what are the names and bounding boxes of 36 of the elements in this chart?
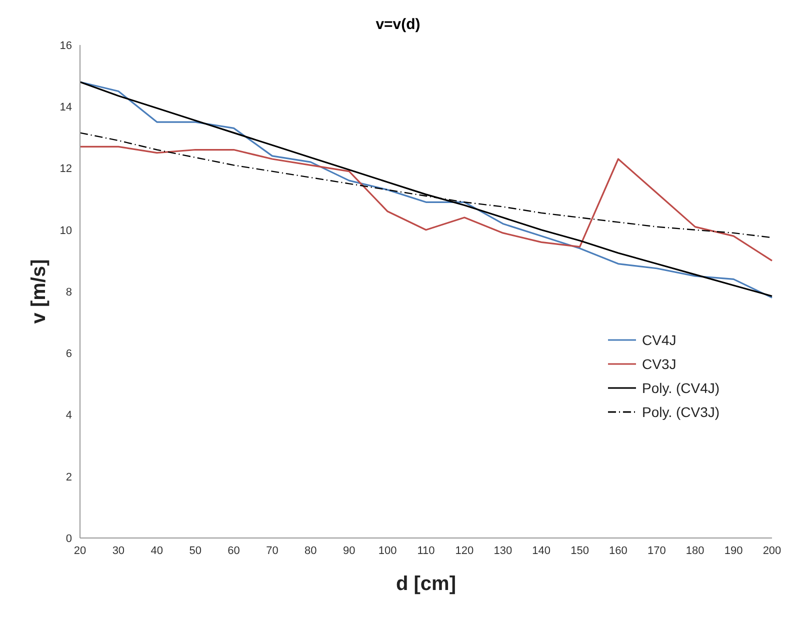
x-tick-label: 180 — [686, 544, 704, 557]
x-tick-label: 60 — [228, 544, 240, 557]
legend-label: CV4J — [642, 331, 676, 350]
x-tick-label: 170 — [647, 544, 666, 557]
x-tick-label: 130 — [494, 544, 512, 557]
y-tick-label: 4 — [66, 410, 72, 422]
x-tick-label: 70 — [266, 544, 278, 557]
y-tick-label: 0 — [66, 532, 72, 545]
x-tick-label: 190 — [724, 544, 743, 557]
legend-label: CV3J — [642, 355, 676, 374]
x-tick-label: 90 — [342, 544, 356, 557]
legend-label: Poly. (CV3J) — [642, 403, 720, 422]
x-tick-label: 50 — [189, 544, 202, 557]
x-tick-label: 100 — [378, 544, 397, 557]
y-tick-label: 12 — [60, 163, 72, 176]
y-tick-label: 16 — [60, 40, 72, 52]
y-tick-label: 2 — [66, 471, 72, 484]
x-axis-title: d [cm] — [396, 573, 456, 595]
x-tick-label: 40 — [150, 544, 164, 557]
x-tick-label: 160 — [609, 544, 628, 557]
line-series — [79, 146, 773, 262]
x-tick-label: 80 — [304, 544, 317, 557]
y-tick-label: 6 — [66, 348, 72, 360]
chart-title: v=v(d) — [374, 16, 422, 33]
y-tick-label: 8 — [66, 286, 72, 298]
x-tick-label: 120 — [455, 544, 474, 557]
legend-label: Poly. (CV4J) — [642, 379, 720, 398]
x-tick-label: 30 — [112, 544, 125, 557]
y-tick-label: 14 — [60, 102, 72, 114]
y-axis-title: v [m/s] — [28, 259, 50, 324]
x-tick-label: 140 — [532, 544, 551, 557]
x-tick-label: 150 — [570, 544, 589, 557]
x-tick-label: 200 — [762, 544, 782, 557]
x-tick-label: 20 — [74, 544, 86, 557]
x-tick-label: 110 — [417, 544, 435, 557]
y-tick-label: 10 — [60, 224, 72, 237]
